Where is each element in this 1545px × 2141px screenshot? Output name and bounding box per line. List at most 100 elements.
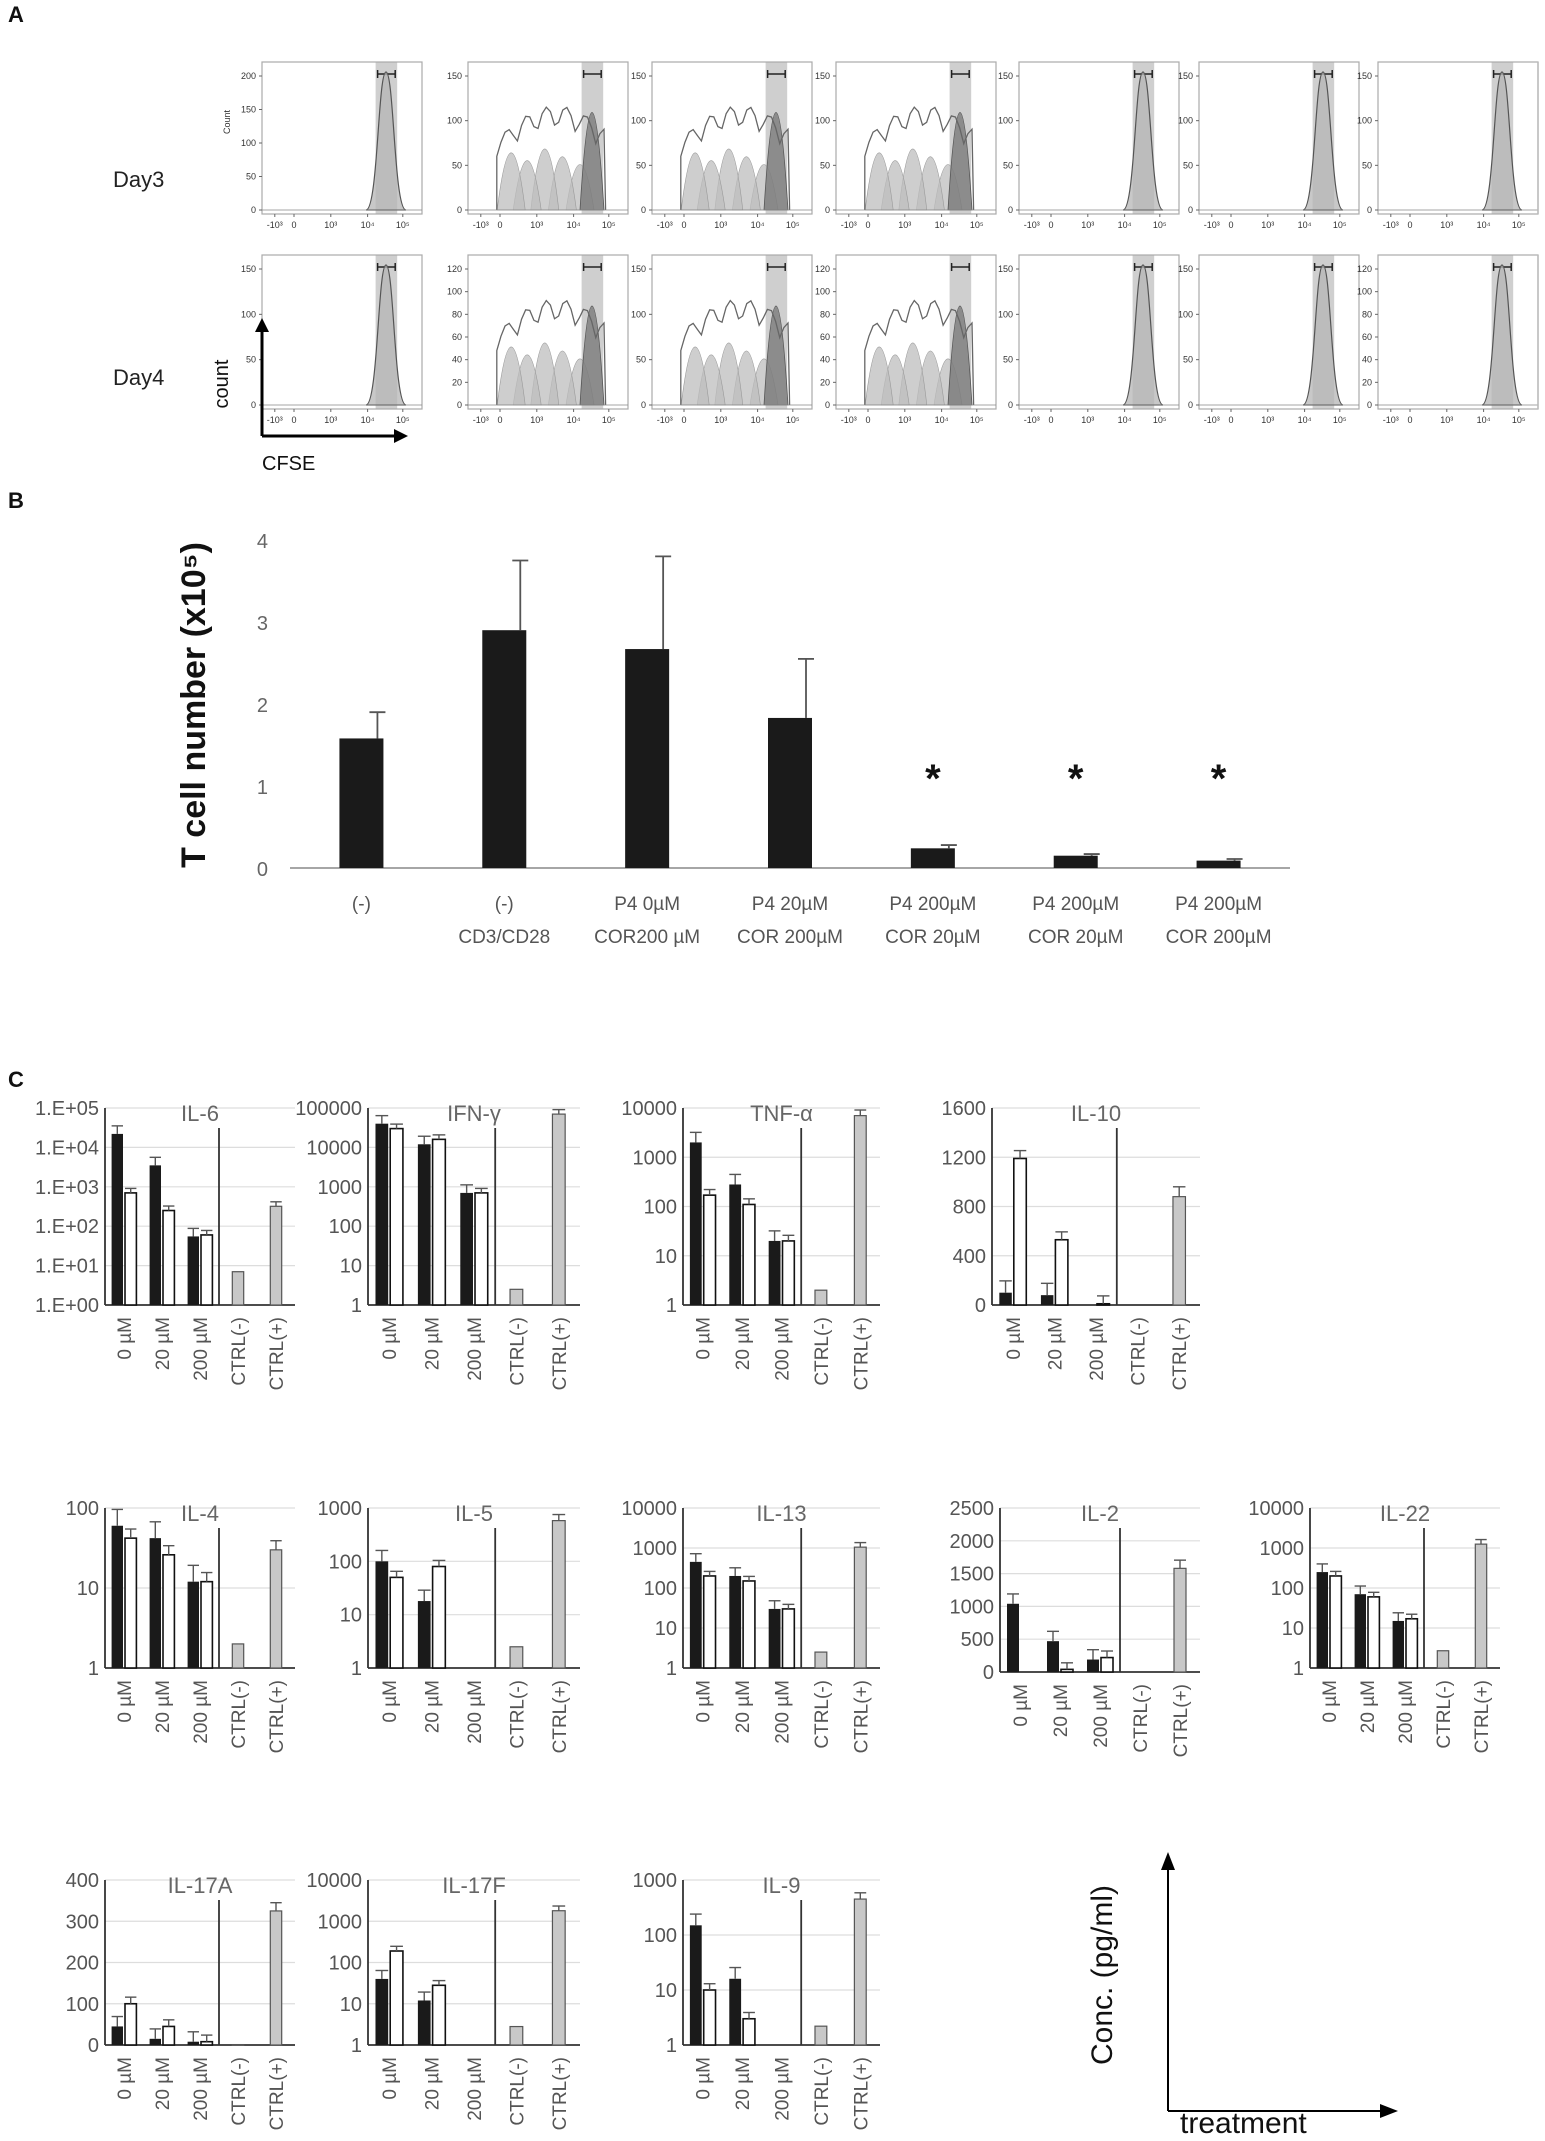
bar-white [1060,1668,1074,1673]
y-tick-label: 0 [1008,400,1013,410]
y-tick-label: 150 [241,264,256,274]
parent-peak [1122,71,1164,211]
bar-white [474,1192,489,1306]
x-tick-label: 10⁵ [1333,415,1347,425]
x-tick-label: 10³ [530,415,543,425]
bar-white [431,1984,447,2046]
cytokine-chart: 0 100 200 300 400 IL-17A 0 µM 20 µM 200 µM CTRL(-… [66,1870,295,2130]
histogram-plot: 0 50 100 150 -10³ 0 10³ 10⁴ 10⁵ [241,254,423,425]
x-tick-label: CTRL(-) [507,1317,528,1386]
y-tick-label: 100 [644,1578,677,1600]
x-tick-label: 10⁴ [567,220,581,230]
x-tick-label: -10³ [657,220,673,230]
bar-white [389,1576,404,1669]
x-tick-label: 10³ [530,220,543,230]
row-label: Day4 [113,365,164,390]
x-tick-label: -10³ [657,415,673,425]
parent-peak [365,264,407,406]
x-tick-label: 0 [681,220,686,230]
bar-white [1012,1157,1028,1306]
y-tick-label: 800 [953,1197,986,1219]
bar-black [999,1292,1012,1305]
x-tick-label: CTRL(+) [851,2057,872,2130]
y-tick-label: 100 [644,1197,677,1219]
y-tick-label: 10 [1282,1618,1304,1640]
histogram-plot: 0 50 100 150 -10³ 0 10³ 10⁴ 10⁵ [631,254,813,425]
x-tick-label: 200 µM [191,1317,212,1381]
panel-letter: B [8,488,24,513]
x-tick-label: 0 [1407,415,1412,425]
y-tick-label: 1 [666,1295,677,1317]
bar-white [124,1537,138,1669]
parent-peak [1481,264,1523,406]
x-tick-label: 200 µM [465,2057,486,2121]
plot-frame [467,254,629,410]
x-tick-label: 10³ [1440,220,1453,230]
x-tick-label: 10³ [1261,220,1274,230]
x-tick-label: 10⁵ [396,220,410,230]
bar-black [111,2026,123,2045]
y-tick-label: 0 [1008,205,1013,215]
x-tick-label: 10⁵ [1512,220,1526,230]
bar-control [1474,1543,1488,1669]
generation-peak [496,346,526,406]
x-tick-label: 10⁴ [361,415,375,425]
y-tick-label: 300 [66,1911,99,1933]
x-tick-label: 10⁵ [1153,220,1167,230]
category-label: P4 200µM [1175,894,1262,915]
y-tick-label: 150 [1357,71,1372,81]
bar-black [1087,1659,1099,1672]
cytokine-chart: 1 10 100 1000 10000 TNF-α 0 µM 20 µM 200 µM CTRL(… [621,1098,880,1390]
panel-letter: C [8,1067,24,1092]
legend-x-label: treatment [1180,2107,1307,2140]
y-tick-label: 1.E+03 [35,1177,99,1199]
significance-mark: * [1211,757,1227,801]
chart-title: IL-9 [763,1873,801,1898]
x-tick-label: CTRL(-) [229,2057,250,2126]
x-tick-label: CTRL(+) [550,2057,571,2130]
x-tick-label: 0 µM [694,2057,715,2100]
y-tick-label: 50 [246,172,256,182]
category-label: CD3/CD28 [458,927,550,948]
y-tick-label: 1.E+05 [35,1098,99,1120]
y-tick-label: 50 [1362,160,1372,170]
legend-y-label: Conc. (pg/ml) [1086,1885,1119,2065]
x-tick-label: 10⁵ [602,220,616,230]
bar-black [1392,1620,1404,1668]
y-tick-label: 200 [241,71,256,81]
bar-white [162,1209,176,1306]
x-tick-label: 200 µM [465,1680,486,1744]
cytokine-chart: 1 10 100 1000 IL-9 0 µM 20 µM 200 µM CTRL(-) CTRL… [633,1870,880,2130]
x-tick-label: 10⁵ [1333,220,1347,230]
x-tick-label: 10³ [324,415,337,425]
bar-black [729,1575,742,1668]
bar-white [742,1580,756,1669]
y-tick-label: 10 [340,1605,362,1627]
bar-white [162,2025,176,2046]
x-tick-label: CTRL(-) [1434,1680,1455,1749]
y-tick-label: 100 [447,287,462,297]
x-tick-label: 10⁴ [935,220,949,230]
y-tick-label: 500 [961,1629,994,1651]
y-tick-label: 0 [251,400,256,410]
chart-title: IL-4 [181,1501,219,1526]
x-tick-label: 10⁴ [1477,415,1491,425]
y-tick-label: 1000 [1260,1538,1305,1560]
x-tick-label: 20 µM [733,1317,754,1370]
chart-title: IFN-γ [447,1101,501,1126]
x-tick-label: 0 [865,220,870,230]
x-tick-label: CTRL(+) [550,1680,571,1753]
y-tick-label: 120 [1357,264,1372,274]
x-tick-label: 10⁴ [567,415,581,425]
category-label: COR200 µM [594,927,700,948]
y-tick-label: 100 [644,1925,677,1947]
cytokine-chart: 1 10 100 1000 10000 100000 IFN-γ 0 µM 20 µM 200 µ… [295,1098,580,1390]
bar-white [124,1192,138,1306]
bar-black [187,2041,199,2045]
bar-black [689,1142,702,1305]
y-tick-label: 1.E+02 [35,1216,99,1238]
y-tick-label: 1000 [318,1498,363,1520]
bar-black [460,1192,473,1305]
